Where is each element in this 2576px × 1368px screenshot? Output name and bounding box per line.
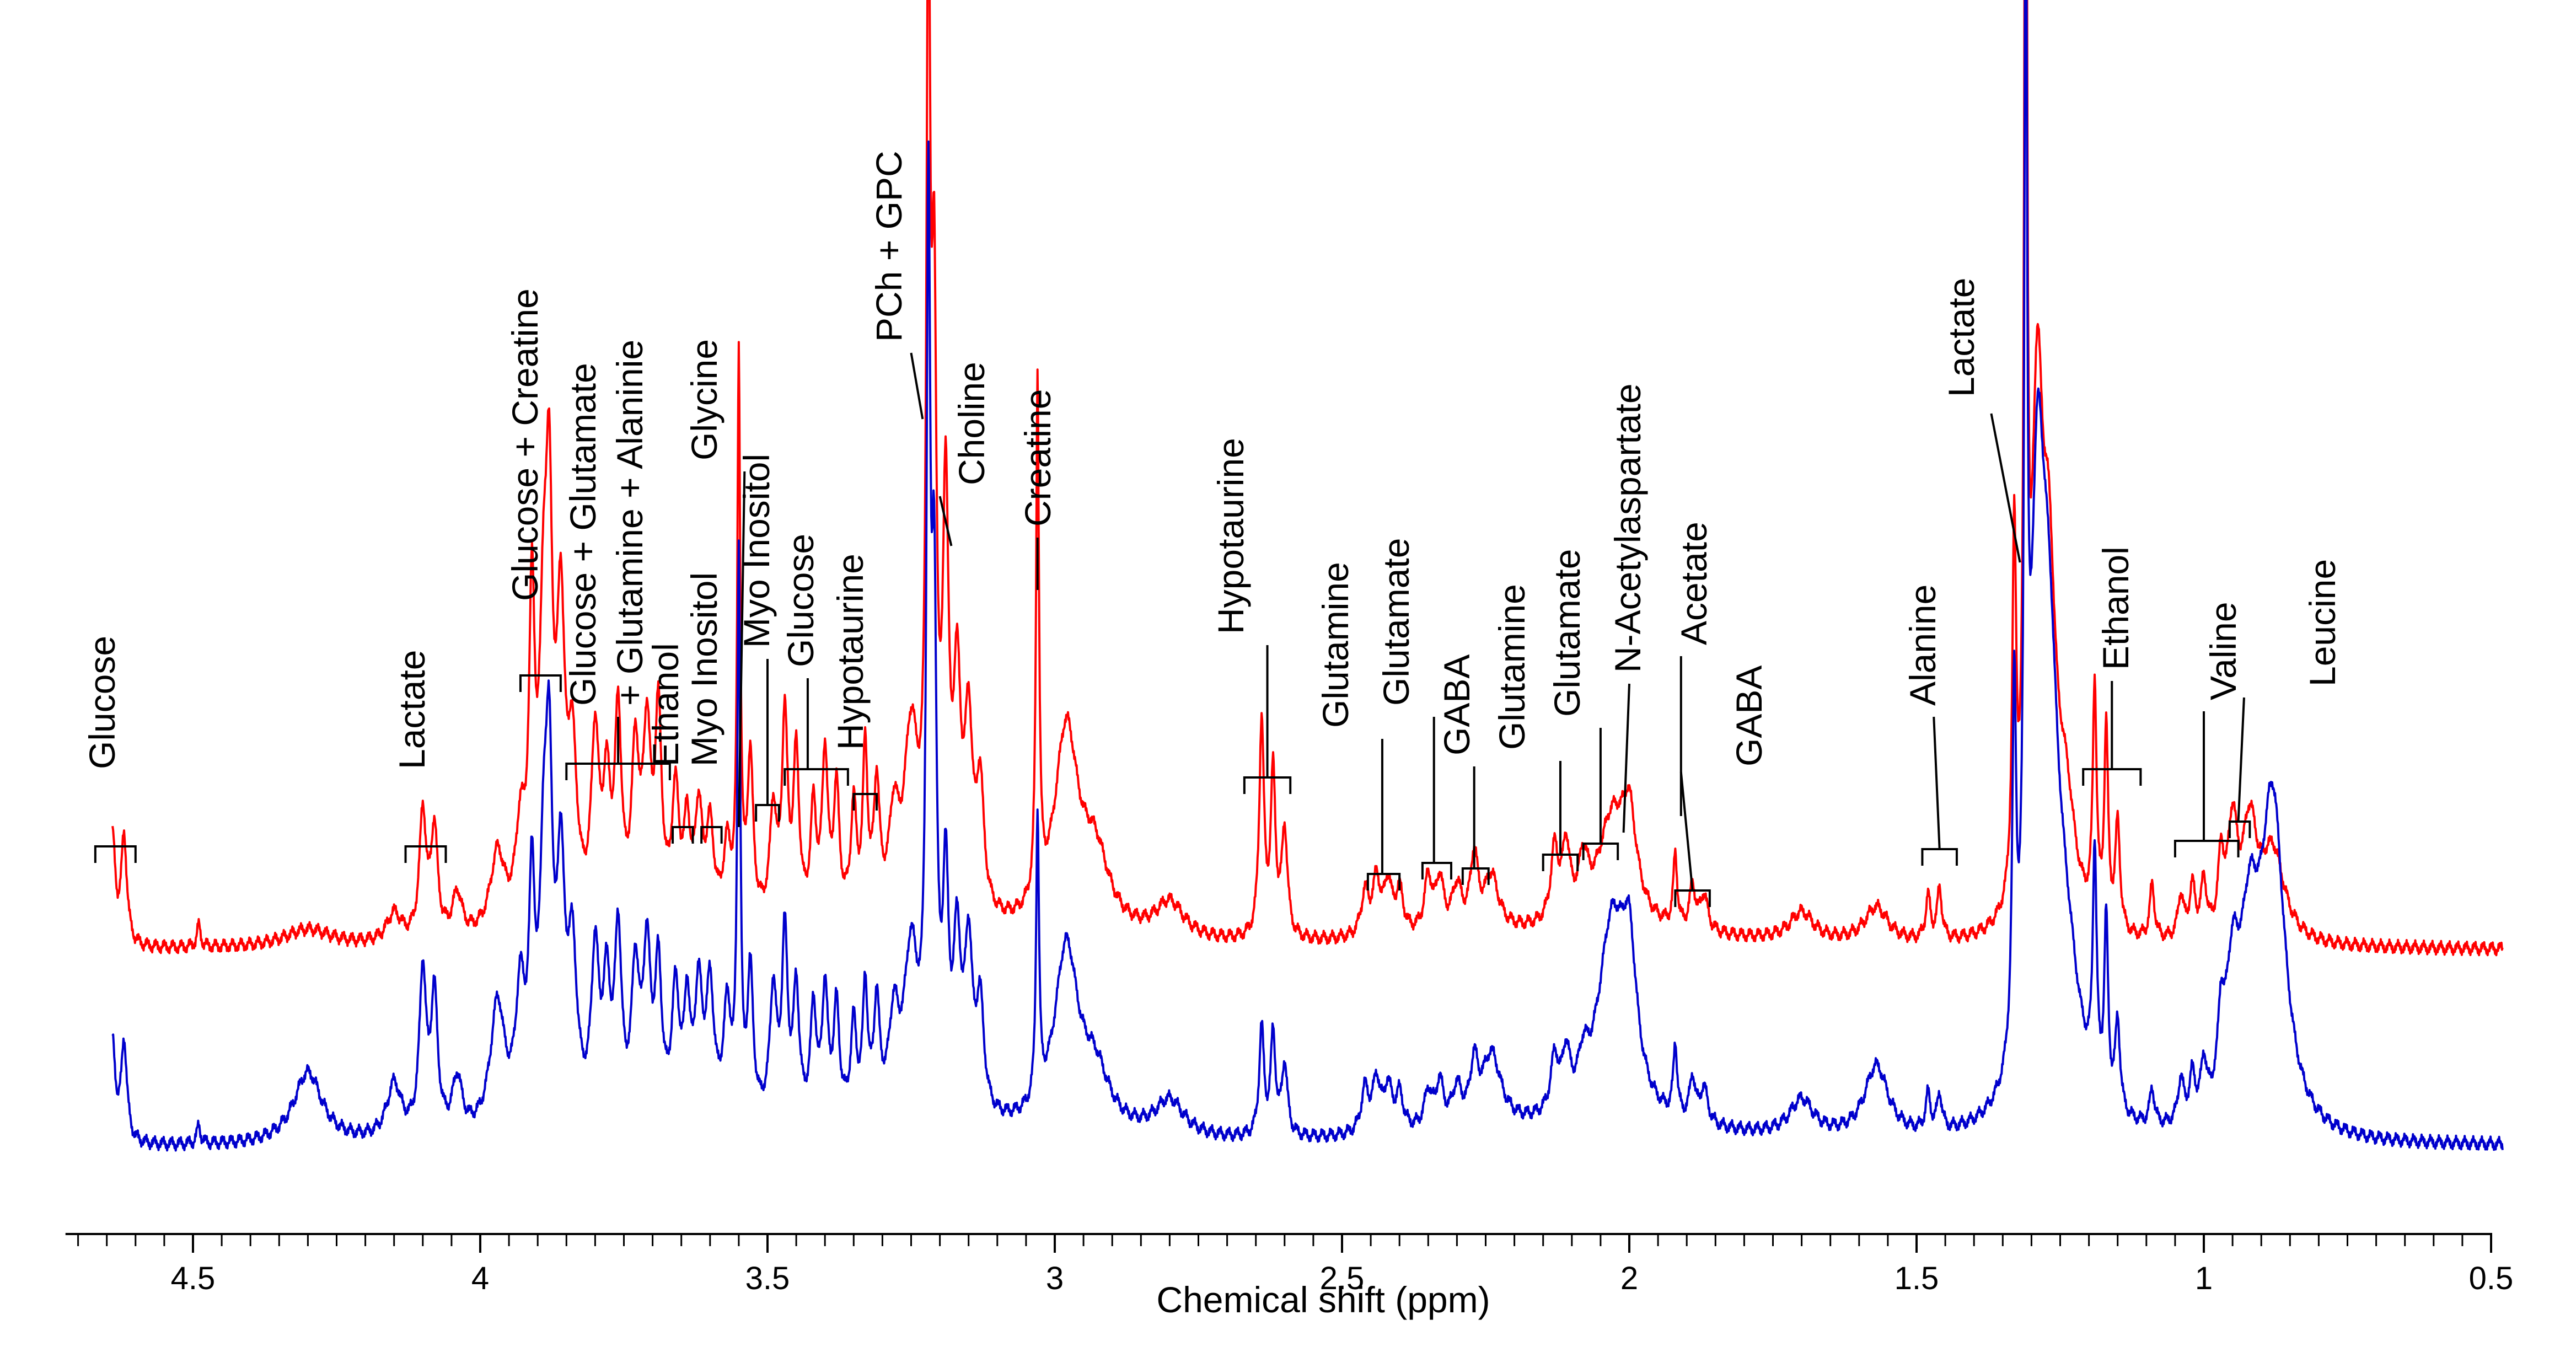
peak-bracket: [700, 826, 723, 844]
peak-label: Glutamine: [1491, 584, 1532, 750]
peak-label: GABA: [1436, 655, 1477, 755]
x-tick-label: 1.5: [1895, 1260, 1939, 1296]
peak-label: Myo Inositol: [684, 572, 724, 766]
peak-label: Ethanol: [2095, 546, 2136, 670]
peak-bracket: [2174, 840, 2240, 857]
peak-bracket: [1421, 862, 1452, 879]
x-tick-label: 2.5: [1320, 1260, 1365, 1296]
leader-line: [1622, 683, 1630, 833]
peak-label: Alanine: [1902, 584, 1943, 706]
x-axis-ticks: 4.5 4 3.5 3 2.5 2 1.5 1 0.5: [77, 1234, 2514, 1296]
peak-bracket: [783, 768, 849, 786]
leader-line: [1679, 771, 1694, 891]
x-tick-label: 3: [1046, 1260, 1064, 1296]
peak-label: Ethanol: [645, 643, 686, 766]
peak-bracket: [94, 845, 137, 863]
peak-label: Glucose + Glutamate: [562, 363, 603, 706]
peak-bracket: [852, 793, 878, 811]
x-axis: 4.5 4 3.5 3 2.5 2 1.5 1 0.5: [65, 1233, 2514, 1296]
x-tick-label: 1: [2195, 1260, 2213, 1296]
spectra-layer: [111, 0, 2504, 1152]
peak-label: N-Acetylaspartate: [1607, 383, 1648, 673]
peak-label: GABA: [1729, 666, 1769, 766]
peak-label: Choline: [951, 362, 992, 485]
peak-label: Acetate: [1673, 522, 1714, 645]
peak-bracket: [404, 845, 447, 863]
peak-bracket: [1921, 848, 1958, 866]
peak-label: Leucine: [2302, 559, 2343, 686]
leader-line: [1933, 716, 1941, 850]
leader-line: [737, 471, 746, 828]
x-tick-label: 0.5: [2469, 1260, 2514, 1296]
peak-label: Glutamate: [1547, 549, 1587, 717]
leader-line: [2237, 697, 2245, 822]
peak-bracket: [1243, 776, 1292, 794]
x-tick-label: 3.5: [745, 1260, 790, 1296]
peak-label: Myo Inositol: [736, 454, 777, 648]
x-tick-label: 2: [1620, 1260, 1638, 1296]
peak-bracket: [672, 826, 694, 844]
leader-line: [910, 352, 924, 420]
peak-label: + Glutamine + Alaninie: [609, 340, 650, 706]
spectrum-line-blue: [111, 0, 2504, 1152]
peak-label: Glucose + Creatine: [505, 288, 545, 601]
x-axis-title: Chemical shift (ppm): [1156, 1279, 1490, 1320]
peak-label: Glucose: [82, 636, 122, 769]
peak-label: Glutamate: [1376, 538, 1416, 706]
peak-labels-layer: Glucose Lactate Glucose + Creatine Glucose …: [82, 151, 2343, 769]
peak-label: Hypotaurine: [830, 554, 871, 750]
leader-line: [1990, 413, 2021, 563]
peak-bracket: [519, 674, 562, 692]
peak-label: Creatine: [1017, 389, 1058, 527]
x-tick-label: 4: [471, 1260, 489, 1296]
peak-label: PCh + GPC: [868, 151, 909, 342]
leader-line: [938, 496, 953, 546]
peak-label: Glycine: [684, 339, 724, 460]
peak-label: Lactate: [391, 650, 432, 770]
peak-label: Glucose: [780, 534, 821, 667]
annotation-brackets-layer: [94, 352, 2251, 907]
peak-label: Glutamine: [1315, 562, 1356, 728]
x-tick-label: 4.5: [171, 1260, 216, 1296]
peak-label: Lactate: [1941, 278, 1982, 398]
peak-label: Valine: [2203, 602, 2244, 700]
peak-bracket: [2228, 820, 2251, 838]
peak-bracket: [1461, 867, 1490, 885]
peak-bracket: [1366, 873, 1401, 890]
spectrum-line-red: [111, 0, 2504, 957]
peak-label: Hypotaurine: [1210, 438, 1251, 634]
